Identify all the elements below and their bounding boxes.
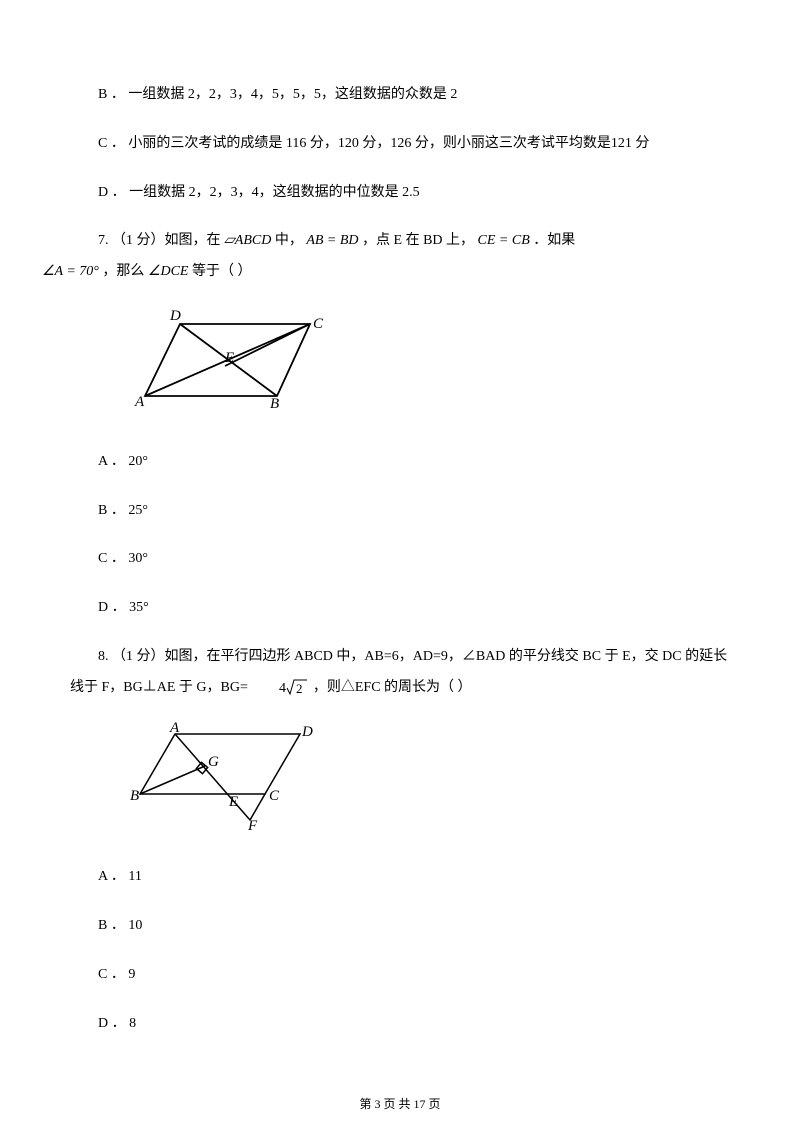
q8-stem-post: ，则△EFC 的周长为（ ） [313,680,472,695]
q7-option-c: C ． 30° [70,544,730,575]
q6-option-d: D ． 一组数据 2，2，3，4，这组数据的中位数是 2.5 [70,178,730,209]
q7-stem-m1: 中， [275,233,307,248]
q7-option-d: D ． 35° [70,593,730,624]
q8-fig-label-d: D [301,724,313,740]
q8-option-a: A ． 11 [70,862,730,893]
q7-angle-a: ∠A = 70° [42,264,99,279]
q7-option-a: A ． 20° [70,447,730,478]
q8-fig-label-f: F [247,818,258,832]
q7-fig-label-b: B [270,396,279,412]
q8-fig-label-g: G [208,754,219,770]
q7-stem-post: ，那么 [102,264,148,279]
q8-fig-label-a: A [169,722,180,736]
q8-option-d: D ． 8 [70,1009,730,1040]
q8-option-c: C ． 9 [70,960,730,991]
q7-fig-label-d: D [169,308,181,324]
page-footer: 第 3 页 共 17 页 [0,1095,800,1112]
q6-option-c: C ． 小丽的三次考试的成绩是 116 分，120 分，126 分，则小丽这三次… [70,129,730,160]
q7-fig-label-c: C [313,316,324,332]
q8-fig-label-b: B [130,788,139,804]
q7-ce-eq-cb: CE = CB [478,233,530,248]
q6-option-b: B ． 一组数据 2，2，3，4，5，5，5，这组数据的众数是 2 [70,80,730,111]
q7-angle-dce: ∠DCE [148,264,189,279]
q8-four-sqrt2: 4 2 [251,676,309,698]
q7-option-b: B ． 25° [70,496,730,527]
q7-stem-pre: 7. （1 分）如图，在 [98,233,224,248]
q8-option-b: B ． 10 [70,911,730,942]
q7-stem-m2: ，点 E 在 BD 上， [362,233,478,248]
q7-ab-eq-bd: AB = BD [306,233,358,248]
q8-fig-label-e: E [228,794,238,810]
q7-parallelogram: ▱ABCD [224,233,271,248]
svg-text:2: 2 [296,681,303,696]
q7-stem-m3: ．如果 [533,233,575,248]
q7-stem-tail: 等于（ ） [192,264,252,279]
q7-fig-label-a: A [134,394,145,410]
svg-text:4: 4 [279,681,286,696]
q7-fig-label-e: E [224,350,234,366]
q7-figure: A B C D E [130,306,730,429]
q7-stem: 7. （1 分）如图，在 ▱ABCD 中， AB = BD ，点 E 在 BD … [70,226,730,288]
q8-stem: 8. （1 分）如图，在平行四边形 ABCD 中，AB=6，AD=9，∠BAD … [70,642,730,704]
q8-figure: A B C D E F G [130,722,730,845]
q8-fig-label-c: C [269,788,280,804]
